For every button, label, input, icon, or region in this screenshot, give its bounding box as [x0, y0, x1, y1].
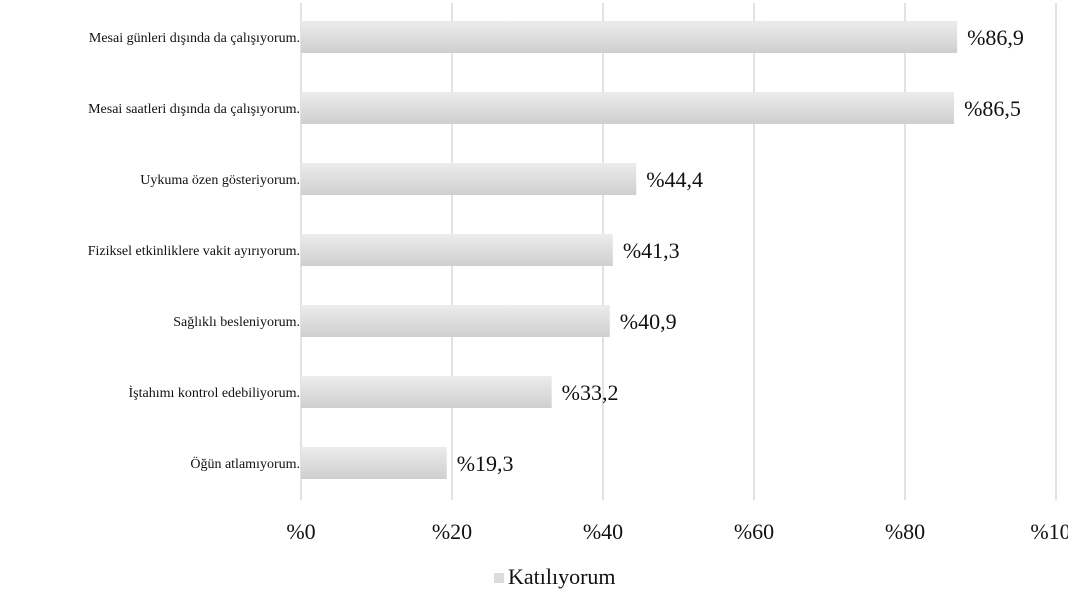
- bar-4: [301, 305, 610, 337]
- legend-label: Katılıyorum: [508, 564, 616, 589]
- category-label-6: Öğün atlamıyorum.: [190, 455, 300, 472]
- x-tick-label-0: %0: [286, 519, 315, 544]
- data-labels: %86,9 %86,5 %44,4 %41,3 %40,9 %33,2 %19,3: [457, 25, 1024, 476]
- bar-5: [301, 376, 552, 408]
- category-label-4: Sağlıklı besleniyorum.: [173, 315, 300, 330]
- bar-3: [301, 234, 613, 266]
- data-label-5: %33,2: [562, 380, 619, 405]
- category-label-1: Mesai saatleri dışında da çalışıyorum.: [88, 102, 300, 117]
- data-label-0: %86,9: [967, 25, 1024, 50]
- bar-2: [301, 163, 637, 195]
- x-tick-label-5: %100: [1030, 519, 1068, 544]
- data-label-6: %19,3: [457, 451, 514, 476]
- x-tick-label-4: %80: [885, 519, 925, 544]
- data-label-1: %86,5: [964, 96, 1021, 121]
- legend: Katılıyorum: [494, 564, 616, 589]
- category-label-0: Mesai günleri dışında da çalışıyorum.: [89, 31, 300, 46]
- x-tick-label-2: %40: [583, 519, 623, 544]
- category-label-2: Uykuma özen gösteriyorum.: [140, 173, 300, 188]
- data-label-3: %41,3: [623, 238, 680, 263]
- data-label-4: %40,9: [620, 309, 677, 334]
- category-label-3: Fiziksel etkinliklere vakit ayırıyorum.: [88, 244, 300, 259]
- x-tick-label-3: %60: [734, 519, 774, 544]
- category-label-5: İştahımı kontrol edebiliyorum.: [129, 385, 300, 401]
- category-labels: Mesai günleri dışında da çalışıyorum. Mes…: [88, 31, 300, 472]
- data-label-2: %44,4: [646, 167, 703, 192]
- x-tick-label-1: %20: [432, 519, 472, 544]
- bar-1: [301, 92, 955, 124]
- x-axis-ticks: %0 %20 %40 %60 %80 %100: [286, 519, 1068, 544]
- bars: [301, 21, 958, 479]
- bar-6: [301, 447, 447, 479]
- bar-0: [301, 21, 958, 53]
- legend-swatch: [494, 573, 504, 583]
